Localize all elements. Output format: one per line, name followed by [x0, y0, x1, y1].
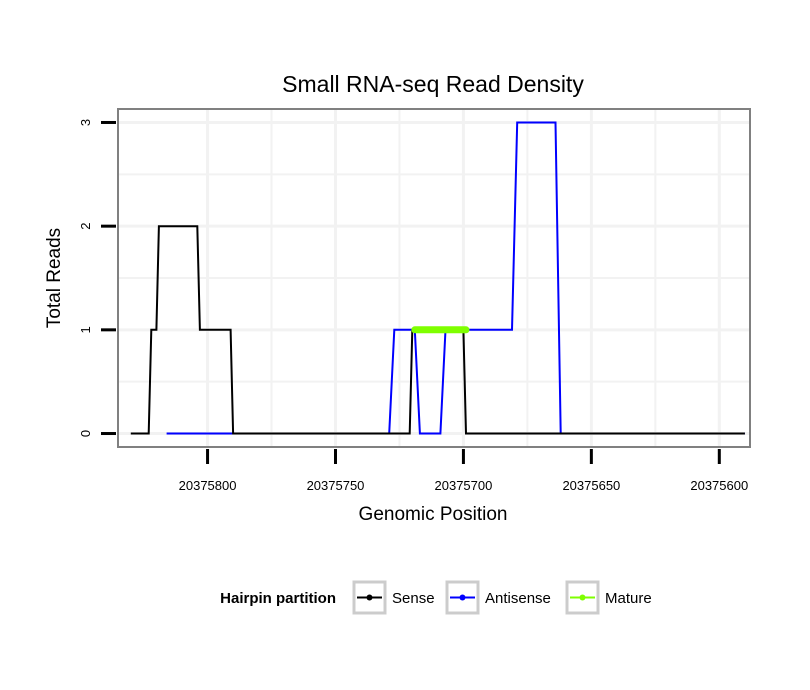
- x-tick-label: 20375700: [435, 478, 493, 493]
- y-tick-label: 0: [78, 430, 93, 437]
- legend-label-mature: Mature: [605, 590, 652, 607]
- chart-title: Small RNA-seq Read Density: [282, 71, 584, 97]
- y-axis: 0 1 2 3: [78, 119, 116, 437]
- x-axis: 20375800 20375750 20375700 20375650 20375600: [179, 449, 748, 493]
- y-axis-title: Total Reads: [44, 228, 65, 328]
- legend: Hairpin partition Sense Antisense Mature: [220, 580, 652, 615]
- x-axis-title: Genomic Position: [359, 504, 508, 525]
- y-tick-label: 2: [78, 223, 93, 230]
- series-layer: [130, 121, 745, 435]
- y-tick-label: 1: [78, 326, 93, 333]
- y-tick-label: 3: [78, 119, 93, 126]
- legend-key-sense: [352, 580, 387, 615]
- legend-key-antisense: [445, 580, 480, 615]
- legend-label-antisense: Antisense: [485, 590, 551, 607]
- x-tick-label: 20375800: [179, 478, 237, 493]
- x-tick-label: 20375750: [307, 478, 365, 493]
- plot-border: [117, 108, 751, 448]
- x-tick-label: 20375600: [690, 478, 748, 493]
- grid-lines: [119, 110, 749, 446]
- legend-title: Hairpin partition: [220, 590, 336, 607]
- antisense-series-line: [166, 121, 745, 435]
- legend-label-sense: Sense: [392, 590, 435, 607]
- x-tick-label: 20375650: [562, 478, 620, 493]
- legend-key-mature: [565, 580, 600, 615]
